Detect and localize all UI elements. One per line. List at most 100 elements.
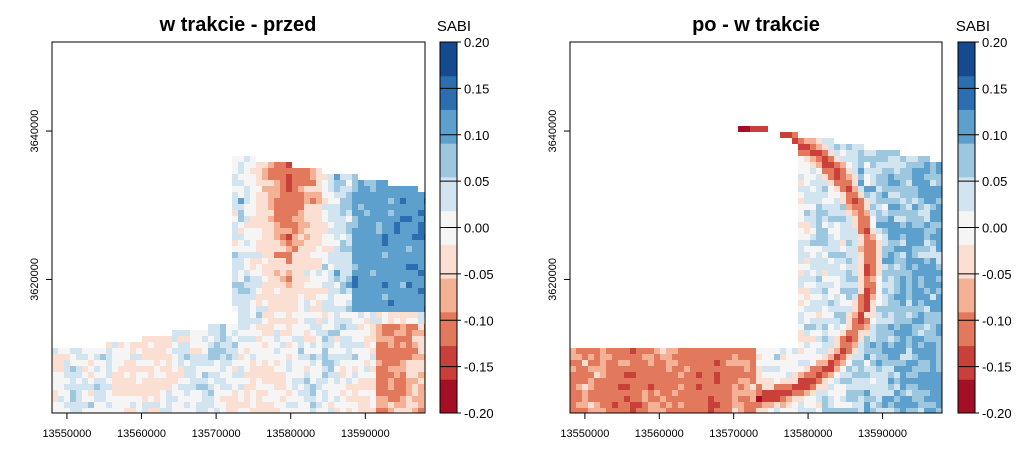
raster-cell: [780, 396, 786, 402]
raster-cell: [112, 378, 118, 384]
raster-cell: [256, 306, 262, 312]
raster-cell: [334, 288, 340, 294]
raster-cell: [840, 180, 846, 186]
raster-cell: [364, 390, 370, 396]
raster-cell: [900, 348, 906, 354]
raster-cell: [286, 312, 292, 318]
raster-cell: [238, 252, 244, 258]
raster-cell: [388, 300, 394, 306]
raster-cell: [94, 354, 100, 360]
raster-cell: [382, 390, 388, 396]
raster-cell: [274, 186, 280, 192]
raster-cell: [600, 372, 606, 378]
raster-cell: [382, 366, 388, 372]
raster-cell: [280, 384, 286, 390]
raster-cell: [376, 204, 382, 210]
raster-cell: [606, 408, 612, 413]
raster-cell: [882, 306, 888, 312]
raster-cell: [172, 354, 178, 360]
raster-cell: [810, 354, 816, 360]
raster-cell: [888, 336, 894, 342]
raster-cell: [412, 300, 418, 306]
raster-cell: [232, 348, 238, 354]
y-tick-label: 3620000: [547, 258, 559, 301]
raster-cell: [846, 282, 852, 288]
raster-cell: [768, 354, 774, 360]
raster-cell: [900, 402, 906, 408]
raster-cell: [870, 336, 876, 342]
raster-cell: [280, 204, 286, 210]
raster-cell: [792, 132, 798, 138]
raster-cell: [106, 342, 112, 348]
raster-cell: [244, 366, 250, 372]
raster-cell: [858, 366, 864, 372]
raster-cell: [268, 396, 274, 402]
raster-cell: [322, 306, 328, 312]
raster-cell: [286, 192, 292, 198]
raster-cell: [370, 324, 376, 330]
raster-cell: [184, 390, 190, 396]
raster-cell: [672, 354, 678, 360]
raster-cell: [906, 330, 912, 336]
raster-cell: [304, 174, 310, 180]
raster-cell: [340, 264, 346, 270]
raster-cell: [418, 372, 424, 378]
raster-cell: [352, 306, 358, 312]
raster-cell: [286, 264, 292, 270]
raster-cell: [262, 378, 268, 384]
raster-cell: [232, 288, 238, 294]
raster-cell: [600, 396, 606, 402]
raster-cell: [726, 396, 732, 402]
raster-cell: [262, 228, 268, 234]
raster-cell: [912, 318, 918, 324]
raster-cell: [406, 210, 412, 216]
raster-cell: [864, 402, 870, 408]
raster-cell: [316, 396, 322, 402]
raster-cell: [906, 288, 912, 294]
raster-cell: [58, 396, 64, 402]
raster-cell: [268, 234, 274, 240]
raster-cell: [876, 180, 882, 186]
raster-cell: [834, 228, 840, 234]
raster-cell: [298, 336, 304, 342]
raster-cell: [666, 384, 672, 390]
raster-cell: [936, 282, 942, 288]
raster-cell: [244, 228, 250, 234]
raster-cell: [322, 246, 328, 252]
raster-cell: [268, 384, 274, 390]
raster-cell: [810, 138, 816, 144]
raster-cell: [346, 198, 352, 204]
raster-cell: [852, 144, 858, 150]
raster-cell: [202, 354, 208, 360]
raster-cell: [280, 360, 286, 366]
raster-cell: [876, 246, 882, 252]
raster-cell: [870, 264, 876, 270]
raster-cell: [816, 192, 822, 198]
raster-cell: [918, 378, 924, 384]
raster-cell: [894, 174, 900, 180]
raster-cell: [274, 258, 280, 264]
raster-cell: [322, 210, 328, 216]
raster-cell: [726, 360, 732, 366]
raster-cell: [346, 378, 352, 384]
legend-label: -0.10: [982, 313, 1012, 328]
raster-cell: [648, 402, 654, 408]
raster-cell: [154, 390, 160, 396]
raster-cell: [142, 396, 148, 402]
raster-cell: [666, 354, 672, 360]
raster-cell: [852, 276, 858, 282]
raster-cell: [828, 198, 834, 204]
raster-cell: [154, 384, 160, 390]
raster-cell: [738, 390, 744, 396]
raster-cell: [816, 360, 822, 366]
raster-cell: [924, 252, 930, 258]
raster-cell: [882, 288, 888, 294]
raster-cell: [160, 336, 166, 342]
raster-cell: [810, 378, 816, 384]
raster-cell: [274, 306, 280, 312]
raster-cell: [226, 378, 232, 384]
raster-cell: [250, 384, 256, 390]
raster-cell: [184, 330, 190, 336]
raster-cell: [256, 342, 262, 348]
raster-cell: [364, 384, 370, 390]
